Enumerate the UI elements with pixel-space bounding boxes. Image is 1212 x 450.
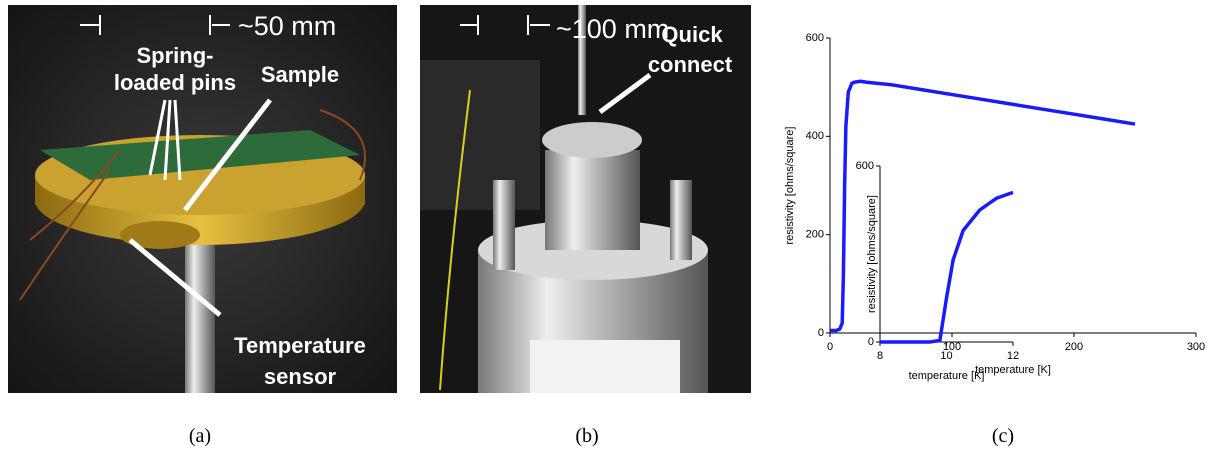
- y-axis-label: resistivity [ohms/square]: [866, 195, 878, 313]
- x-tick-label: 8: [877, 350, 883, 362]
- scale-label: ~50 mm: [238, 11, 336, 41]
- annotation: Spring-: [137, 43, 214, 68]
- annotation: Temperature: [234, 333, 366, 358]
- x-tick-label: 0: [827, 341, 833, 353]
- y-tick-label: 0: [818, 327, 824, 339]
- y-tick-label: 600: [856, 160, 874, 172]
- y-tick-label: 400: [806, 130, 824, 142]
- annotation: connect: [648, 52, 733, 77]
- x-tick-label: 300: [1187, 341, 1205, 353]
- scale-label: ~100 mm: [556, 14, 669, 44]
- y-axis-label: resistivity [ohms/square]: [784, 127, 796, 245]
- caption: (b): [575, 425, 598, 447]
- y-tick-label: 200: [806, 229, 824, 241]
- x-tick-label: 12: [1007, 350, 1019, 362]
- y-tick-label: 0: [868, 336, 874, 348]
- annotation: loaded pins: [114, 70, 236, 95]
- data-line: [880, 192, 1013, 342]
- y-tick-label: 600: [806, 32, 824, 44]
- x-tick-label: 200: [1065, 341, 1083, 353]
- annotation: Sample: [261, 62, 339, 87]
- annotation: Quick: [661, 22, 723, 47]
- caption: (c): [992, 425, 1014, 447]
- x-axis-label: temperature [K]: [975, 364, 1051, 376]
- photo-a: ~50 mm Spring- loaded pins Sample Temper…: [8, 5, 397, 393]
- figure: ~50 mm Spring- loaded pins Sample Temper…: [0, 0, 1212, 450]
- caption: (a): [189, 425, 211, 447]
- annotation: sensor: [264, 364, 337, 389]
- photo-b: ~100 mm Quick connect: [420, 5, 751, 393]
- x-tick-label: 10: [940, 350, 952, 362]
- x-axis-label: temperature [K]: [909, 370, 985, 382]
